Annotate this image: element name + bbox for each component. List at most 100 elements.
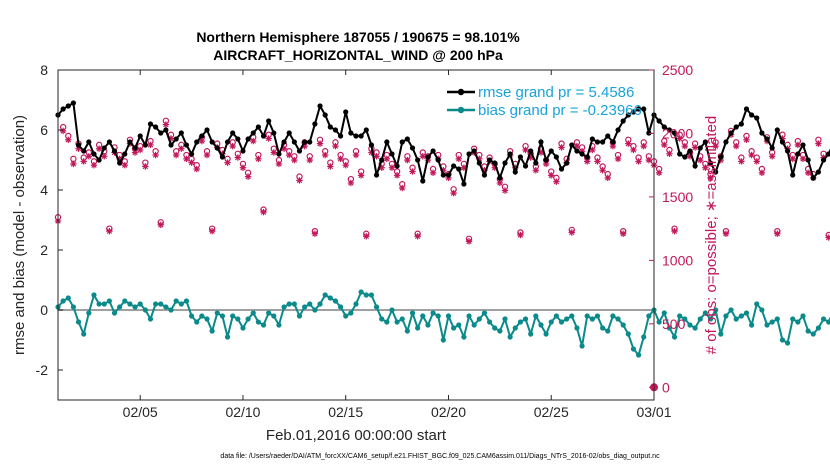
- rmse-point: [142, 142, 148, 148]
- rmse-point: [194, 139, 200, 145]
- rmse-point: [327, 124, 333, 130]
- obs-assimilated-marker: [548, 172, 555, 179]
- obs-assimilated-marker: [70, 160, 77, 168]
- obs-assimilated-marker: [702, 164, 709, 171]
- bias-point: [671, 334, 678, 340]
- rmse-point: [240, 148, 246, 154]
- obs-assimilated-marker: [162, 121, 170, 128]
- obs-assimilated-marker: [517, 231, 524, 239]
- obs-assimilated-marker: [131, 149, 139, 156]
- bias-point: [337, 304, 344, 310]
- obs-assimilated-marker: [306, 156, 313, 164]
- obs-assimilated-marker: [224, 159, 231, 166]
- rmse-point: [317, 103, 323, 109]
- rmse-point: [363, 127, 369, 133]
- rmse-point: [379, 157, 385, 163]
- bias-point: [117, 304, 123, 310]
- right-tick-label: 2500: [662, 62, 693, 78]
- rmse-point: [91, 151, 97, 157]
- chart-subtitle: AIRCRAFT_HORIZONTAL_WIND @ 200 hPa: [213, 47, 503, 63]
- legend-marker: [457, 88, 465, 96]
- rmse-point: [471, 148, 477, 154]
- bias-point: [127, 301, 133, 307]
- bias-point: [389, 307, 395, 313]
- rmse-point: [75, 142, 82, 148]
- rmse-point: [440, 172, 446, 178]
- rmse-point: [276, 151, 282, 157]
- bias-point: [687, 322, 693, 328]
- bias-point: [774, 316, 780, 322]
- obs-assimilated-marker: [183, 155, 190, 163]
- rmse-point: [677, 151, 683, 157]
- rmse-point: [409, 145, 416, 151]
- rmse-point: [774, 127, 780, 133]
- obs-assimilated-marker: [347, 179, 355, 187]
- x-tick-label: 03/01: [636, 404, 671, 420]
- bias-point: [610, 313, 616, 319]
- x-tick-label: 02/20: [431, 404, 466, 420]
- rmse-point: [558, 166, 565, 172]
- rmse-point: [178, 130, 184, 136]
- rmse-point: [594, 139, 601, 145]
- obs-assimilated-marker: [321, 151, 329, 159]
- rmse-point: [656, 118, 662, 124]
- rmse-point: [132, 145, 138, 151]
- left-tick-label: 2: [40, 242, 48, 258]
- bias-point: [548, 319, 554, 325]
- rmse-point: [312, 121, 318, 127]
- bias-point: [96, 301, 102, 307]
- bias-point: [779, 337, 786, 343]
- bias-point: [415, 325, 421, 331]
- bias-point: [738, 313, 744, 319]
- obs-assimilated-marker: [568, 229, 575, 236]
- rmse-point: [404, 136, 410, 142]
- bias-point: [235, 316, 241, 322]
- left-tick-label: 6: [40, 122, 48, 138]
- bias-point: [707, 316, 714, 322]
- rmse-point: [733, 124, 739, 130]
- rmse-point: [492, 160, 498, 166]
- bias-point: [533, 313, 539, 319]
- bias-point: [605, 328, 611, 334]
- rmse-point: [682, 154, 688, 160]
- bias-point: [666, 325, 673, 331]
- obs-assimilated-marker: [429, 169, 437, 177]
- obs-assimilated-marker: [625, 140, 632, 147]
- rmse-point: [111, 148, 118, 154]
- bias-point: [65, 295, 71, 301]
- bias-point: [106, 298, 112, 304]
- rmse-point: [368, 142, 375, 148]
- bias-point: [60, 298, 66, 304]
- axes-frame: [57, 69, 655, 401]
- bias-point: [230, 313, 236, 319]
- bias-point: [255, 319, 261, 325]
- obs-assimilated-marker: [65, 136, 72, 144]
- bias-point: [522, 316, 529, 322]
- bias-point: [528, 331, 534, 337]
- rmse-point: [168, 142, 174, 148]
- rmse-point: [337, 133, 344, 139]
- obs-assimilated-marker: [388, 164, 396, 171]
- rmse-point: [764, 136, 770, 142]
- obs-assimilated-marker: [558, 144, 565, 151]
- obs-assimilated-marker: [455, 155, 462, 163]
- obs-assimilated-marker: [640, 142, 647, 150]
- bias-point: [615, 316, 621, 322]
- legend-label: rmse grand pr = 5.4586: [478, 84, 634, 101]
- right-tick-label: 2000: [662, 125, 693, 141]
- rmse-point: [420, 178, 426, 184]
- bias-point: [486, 319, 493, 325]
- obs-assimilated-marker: [198, 137, 206, 145]
- obs-assimilated-marker: [244, 173, 252, 180]
- bias-point: [754, 301, 760, 307]
- rmse-point: [759, 130, 765, 136]
- bias-point: [538, 322, 544, 328]
- rmse-point: [512, 169, 518, 175]
- obs-assimilated-marker: [255, 155, 262, 163]
- obs-assimilated-marker: [414, 233, 421, 240]
- rmse-point: [743, 106, 750, 112]
- rmse-point: [707, 160, 714, 166]
- rmse-point: [610, 139, 616, 145]
- rmse-point: [615, 127, 621, 133]
- obs-assimilated-marker: [733, 142, 740, 150]
